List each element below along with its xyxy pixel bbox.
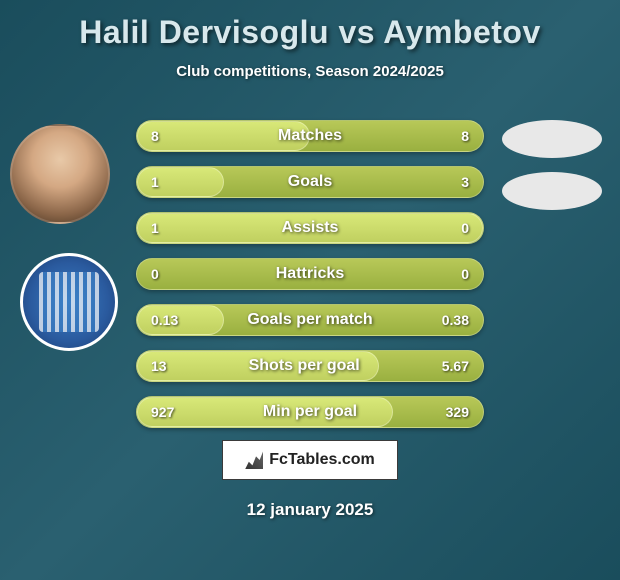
stat-left-value: 927 xyxy=(151,404,174,420)
stat-left-value: 0.13 xyxy=(151,312,178,328)
stat-left-value: 13 xyxy=(151,358,167,374)
stat-label: Hattricks xyxy=(276,265,344,283)
subtitle: Club competitions, Season 2024/2025 xyxy=(0,63,620,80)
stat-row: 0.13 Goals per match 0.38 xyxy=(136,304,484,336)
stat-right-value: 329 xyxy=(446,404,469,420)
stat-row: 13 Shots per goal 5.67 xyxy=(136,350,484,382)
badge-inner xyxy=(39,272,99,332)
stat-right-value: 0 xyxy=(461,266,469,282)
stat-right-value: 0.38 xyxy=(442,312,469,328)
date-label: 12 january 2025 xyxy=(247,500,374,520)
logo-text: FcTables.com xyxy=(269,451,375,469)
stat-row: 1 Assists 0 xyxy=(136,212,484,244)
stats-container: 8 Matches 8 1 Goals 3 1 Assists 0 0 Hattricks 0 0.13… xyxy=(136,120,484,442)
stat-label: Assists xyxy=(282,219,339,237)
stat-label: Shots per goal xyxy=(249,357,360,375)
fctables-logo[interactable]: FcTables.com xyxy=(222,440,398,480)
stat-row: 0 Hattricks 0 xyxy=(136,258,484,290)
stat-left-value: 1 xyxy=(151,174,159,190)
stat-label: Goals per match xyxy=(247,311,372,329)
stat-label: Min per goal xyxy=(263,403,357,421)
page-title: Halil Dervisoglu vs Aymbetov xyxy=(0,0,620,51)
player1-avatar xyxy=(10,124,110,224)
stat-label: Matches xyxy=(278,127,342,145)
player2-placeholder-oval-1 xyxy=(502,120,602,158)
player2-placeholder-oval-2 xyxy=(502,172,602,210)
stat-right-value: 0 xyxy=(461,220,469,236)
chart-icon xyxy=(245,451,263,469)
stat-row: 1 Goals 3 xyxy=(136,166,484,198)
stat-row: 927 Min per goal 329 xyxy=(136,396,484,428)
stat-fill xyxy=(137,305,224,335)
stat-left-value: 1 xyxy=(151,220,159,236)
stat-right-value: 5.67 xyxy=(442,358,469,374)
stat-right-value: 8 xyxy=(461,128,469,144)
stat-label: Goals xyxy=(288,173,332,191)
stat-fill xyxy=(137,167,224,197)
stat-left-value: 0 xyxy=(151,266,159,282)
stat-row: 8 Matches 8 xyxy=(136,120,484,152)
team-badge xyxy=(20,253,118,351)
stat-right-value: 3 xyxy=(461,174,469,190)
stat-left-value: 8 xyxy=(151,128,159,144)
